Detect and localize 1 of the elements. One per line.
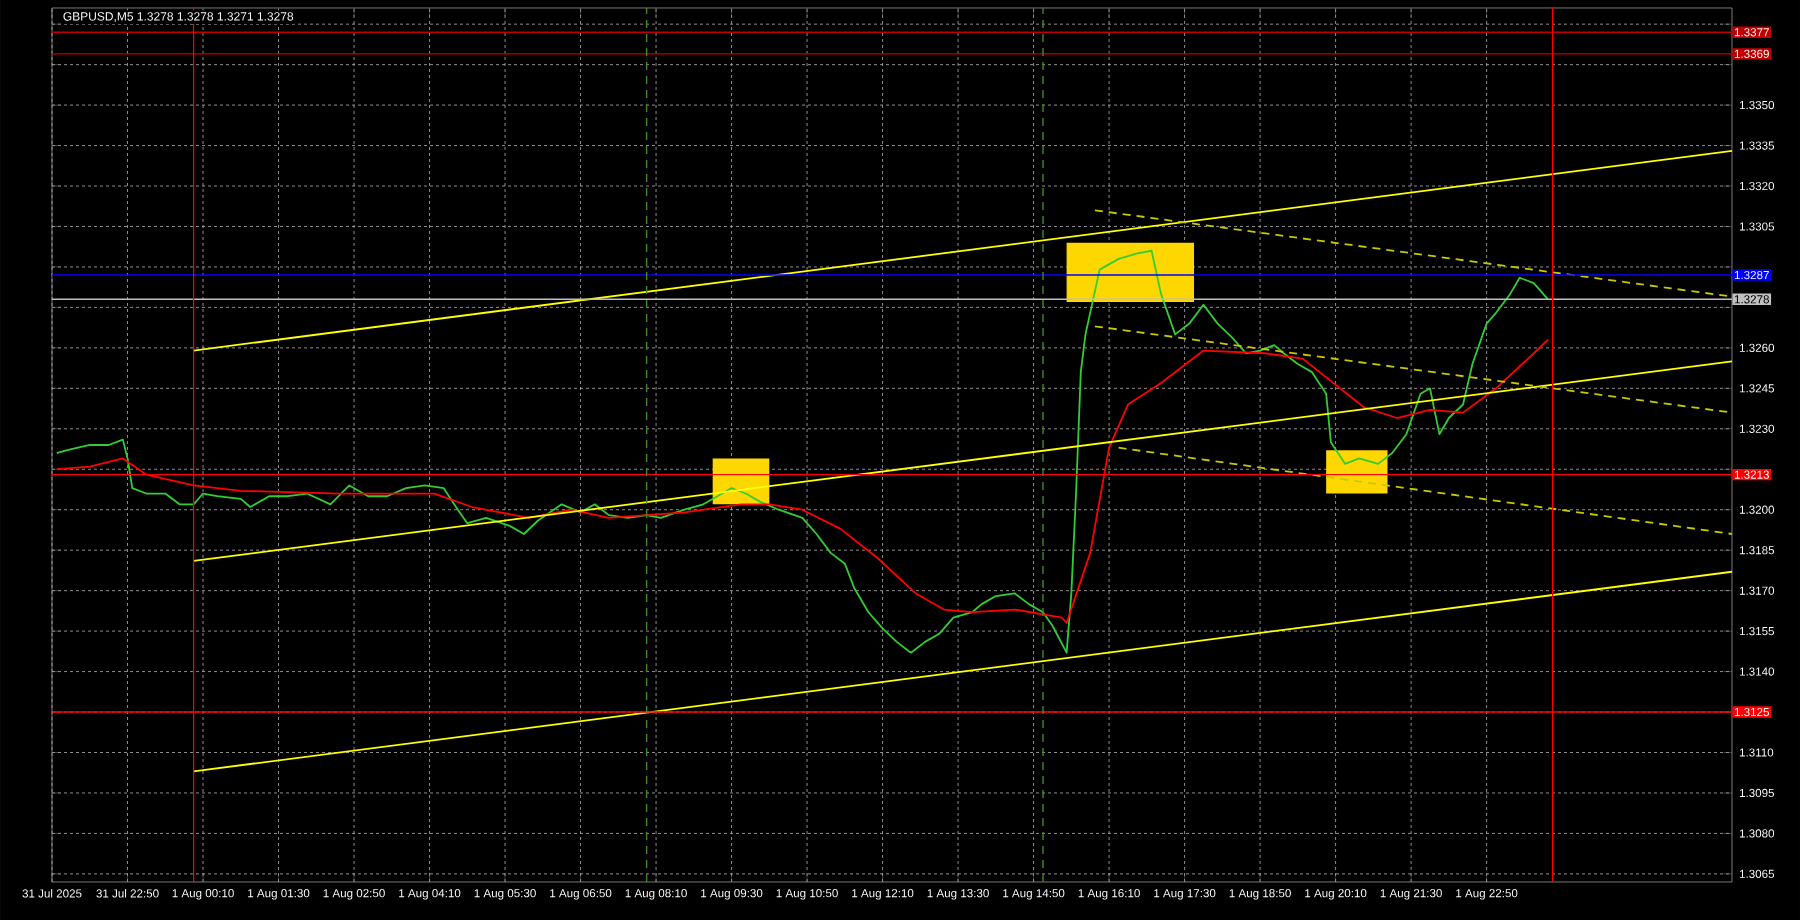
line-series [55,249,1549,654]
